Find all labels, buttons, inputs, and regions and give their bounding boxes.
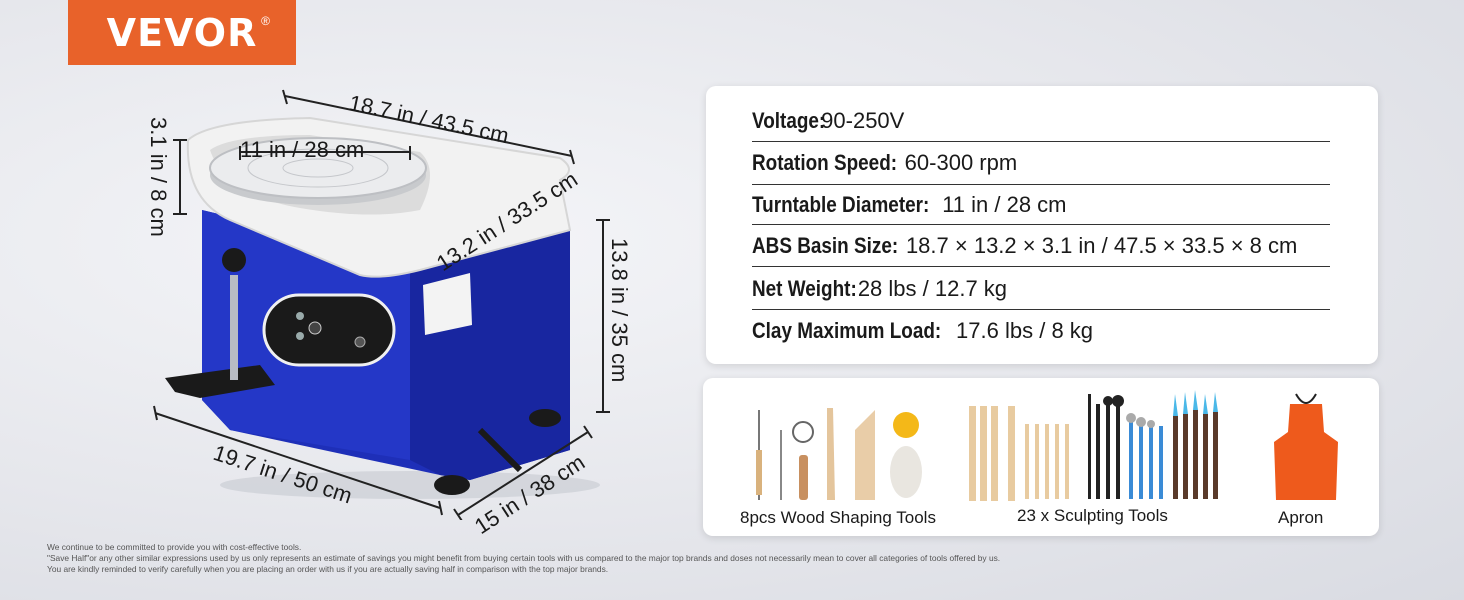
accessories-card: 8pcs Wood Shaping Tools 23 x Sculpting T… [703,378,1379,536]
spec-net-weight: Net Weight: 28 lbs / 12.7 kg [752,268,1330,310]
disclaimer-line: We continue to be committed to provide y… [47,542,302,552]
wood-shaping-tools-image [756,408,922,500]
spec-label: ABS Basin Size: [752,233,899,258]
spec-value: 17.6 lbs / 8 kg [956,318,1094,343]
sculpting-tools-image [969,390,1218,501]
spec-value: 90-250V [821,108,905,133]
spec-label: Turntable Diameter: [752,192,930,217]
spec-value: 18.7 × 13.2 × 3.1 in / 47.5 × 33.5 × 8 c… [905,233,1298,258]
apron-image [1274,393,1338,500]
disclaimer-line: You are kindly reminded to verify carefu… [47,564,609,574]
brand-logo: VEVOR ® [68,0,296,65]
accessory-label-sculpting-tools: 23 x Sculpting Tools [1017,506,1168,525]
spec-label: Clay Maximum Load: [752,318,942,343]
accessory-label-wood-tools: 8pcs Wood Shaping Tools [740,508,936,527]
spec-voltage: Voltage: 90-250V [752,100,1330,142]
disclaimer-line: "Save Half"or any other similar expressi… [47,553,1001,563]
spec-clay-max-load: Clay Maximum Load: 17.6 lbs / 8 kg [752,310,1330,352]
brand-name: VEVOR [106,10,258,55]
spec-label: Rotation Speed: [752,150,898,175]
registered-mark: ® [261,14,270,28]
spec-turntable-diameter: Turntable Diameter: 11 in / 28 cm [752,184,1330,226]
disclaimer: We continue to be committed to provide y… [47,542,1000,575]
divider [752,266,1330,267]
spec-value: 11 in / 28 cm [942,192,1067,217]
accessory-label-apron: Apron [1278,508,1324,527]
spec-value: 60-300 rpm [904,150,1018,175]
divider [752,184,1330,185]
spec-card: Voltage: 90-250V Rotation Speed: 60-300 … [706,86,1378,364]
divider [752,224,1330,225]
dim-height: 13.8 in / 35 cm [607,238,632,383]
dim-turntable: 11 in / 28 cm [240,137,365,162]
spec-basin-size: ABS Basin Size: 18.7 × 13.2 × 3.1 in / 4… [752,225,1330,267]
pottery-wheel-illustration [153,89,610,520]
spec-label: Net Weight: [752,276,857,301]
spec-value: 28 lbs / 12.7 kg [857,276,1008,301]
dim-basin-height: 3.1 in / 8 cm [146,117,171,237]
spec-rotation-speed: Rotation Speed: 60-300 rpm [752,142,1330,184]
spec-label: Voltage: [752,108,826,133]
divider [752,309,1330,310]
divider [752,141,1330,142]
